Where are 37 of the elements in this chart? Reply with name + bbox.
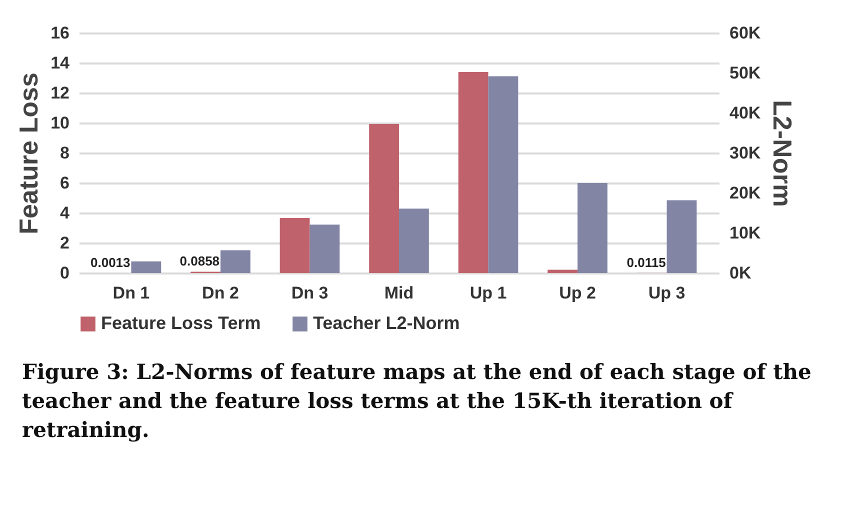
bar bbox=[578, 183, 608, 273]
y-tick-label: 12 bbox=[50, 84, 70, 102]
y2-tick-label: 20K bbox=[730, 184, 762, 202]
y-axis-title: Feature Loss bbox=[14, 72, 44, 234]
x-tick-label: Up 3 bbox=[648, 284, 686, 302]
y-tick-label: 4 bbox=[60, 204, 70, 222]
bar bbox=[131, 261, 162, 273]
x-tick-label: Dn 2 bbox=[202, 284, 239, 302]
x-tick-label: Mid bbox=[384, 284, 414, 302]
y2-tick-label: 50K bbox=[730, 64, 762, 82]
y2-tick-label: 10K bbox=[730, 224, 762, 242]
y2-axis-title: L2-Norm bbox=[768, 100, 798, 207]
y-tick-label: 6 bbox=[60, 174, 70, 192]
legend-label: Teacher L2-Norm bbox=[313, 313, 460, 333]
y2-tick-label: 40K bbox=[730, 104, 762, 122]
x-tick-label: Dn 1 bbox=[112, 284, 150, 302]
y-tick-label: 8 bbox=[60, 144, 70, 162]
x-tick-label: Up 2 bbox=[559, 284, 596, 302]
bar bbox=[666, 200, 697, 273]
data-label: 0.0013 bbox=[90, 254, 130, 270]
y-tick-label: 14 bbox=[50, 54, 70, 72]
y2-tick-label: 0K bbox=[730, 264, 752, 282]
y2-tick-label: 60K bbox=[730, 24, 762, 42]
bar bbox=[220, 250, 250, 273]
legend-label: Feature Loss Term bbox=[101, 313, 261, 333]
x-tick-label: Up 1 bbox=[470, 284, 507, 302]
data-label: 0.0115 bbox=[626, 254, 666, 270]
bar bbox=[548, 270, 578, 273]
x-tick-label: Dn 3 bbox=[291, 284, 328, 302]
y2-tick-label: 30K bbox=[730, 144, 762, 162]
y-tick-label: 10 bbox=[50, 114, 70, 132]
bar bbox=[369, 124, 399, 273]
y-tick-label: 2 bbox=[60, 234, 70, 252]
y-tick-label: 0 bbox=[60, 264, 70, 282]
y-tick-label: 16 bbox=[50, 24, 70, 42]
caption: Figure 3: L2-Norms of feature maps at the end of each stage of the teacher and the feature loss terms at the 15K-th iteration of retraining. bbox=[22, 358, 812, 444]
data-label: 0.0858 bbox=[180, 254, 220, 269]
